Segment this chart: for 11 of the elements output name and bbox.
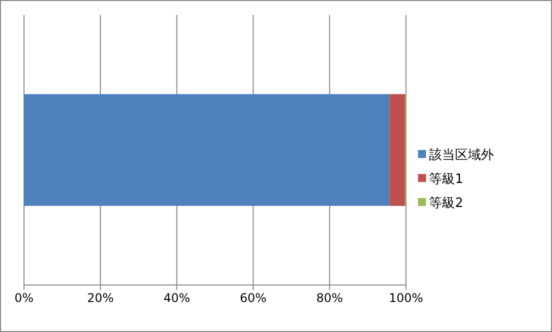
- bar: [390, 94, 406, 206]
- legend-label: 該当区域外: [429, 147, 494, 163]
- x-tick-label: 80%: [316, 291, 343, 305]
- legend-label: 等級1: [429, 172, 464, 187]
- x-tick-label: 100%: [388, 291, 424, 305]
- x-tick-label: 60%: [240, 291, 267, 305]
- x-tick-label: 20%: [87, 291, 114, 305]
- bar: [24, 94, 390, 206]
- x-tick-label: 40%: [163, 291, 190, 305]
- legend-label: 等級2: [429, 196, 464, 211]
- x-tick-label: 0%: [14, 291, 34, 305]
